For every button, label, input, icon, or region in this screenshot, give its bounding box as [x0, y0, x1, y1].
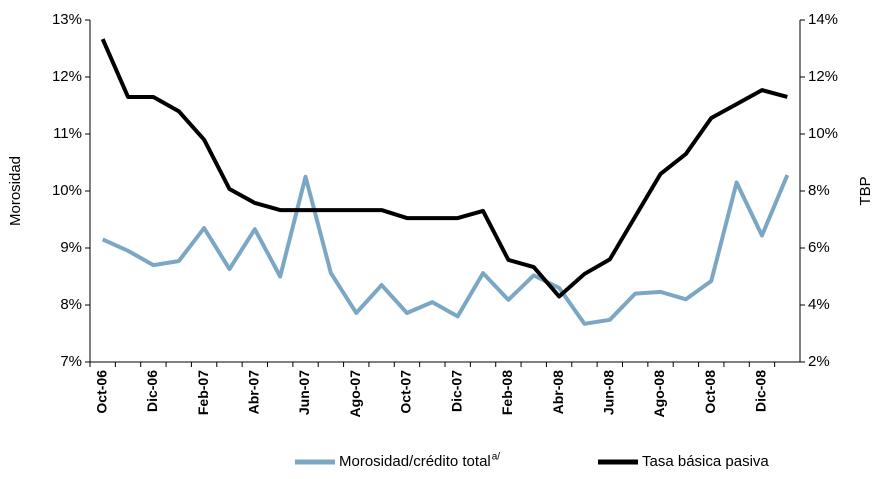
y-tick-label: 11%: [53, 125, 82, 142]
y-tick-label: 12%: [52, 68, 82, 85]
x-tick-label: Jun-07: [296, 370, 312, 415]
x-tick-label: Abr-07: [246, 370, 262, 415]
y2-tick-label: 10%: [808, 125, 838, 142]
y-tick-label: 7%: [60, 353, 82, 370]
y2-tick-label: 8%: [808, 182, 830, 199]
y2-axis-title: TBP: [857, 176, 874, 205]
x-tick-label: Feb-07: [195, 370, 211, 415]
x-tick-label: Oct-07: [398, 370, 414, 414]
x-tick-label: Oct-06: [93, 370, 109, 414]
y2-tick-label: 6%: [808, 239, 830, 256]
series-line: [101, 174, 790, 326]
y-tick-label: 10%: [52, 182, 82, 199]
x-tick-label: Feb-08: [499, 370, 515, 415]
x-tick-label: Abr-08: [550, 370, 566, 415]
x-tick-label: Jun-08: [601, 370, 617, 415]
y2-tick-label: 4%: [808, 296, 830, 313]
y2-tick-label: 12%: [808, 68, 838, 85]
y-tick-label: 13%: [52, 11, 82, 28]
y-axis-title: Morosidad: [7, 156, 24, 226]
y2-tick-label: 2%: [808, 353, 830, 370]
y-tick-label: 9%: [60, 239, 82, 256]
series-line: [100, 38, 788, 299]
x-tick-label: Ago-07: [347, 370, 363, 418]
x-tick-label: Dic-08: [753, 370, 769, 412]
x-tick-label: Ago-08: [651, 370, 667, 418]
y2-tick-label: 14%: [808, 11, 838, 28]
legend-label: Morosidad/crédito total: [339, 453, 491, 470]
x-tick-label: Oct-08: [702, 370, 718, 414]
legend-label: Tasa básica pasiva: [642, 453, 769, 470]
legend-note: a/: [492, 452, 501, 463]
y-tick-label: 8%: [60, 296, 82, 313]
x-tick-label: Dic-07: [448, 370, 464, 412]
x-tick-label: Dic-06: [144, 370, 160, 412]
